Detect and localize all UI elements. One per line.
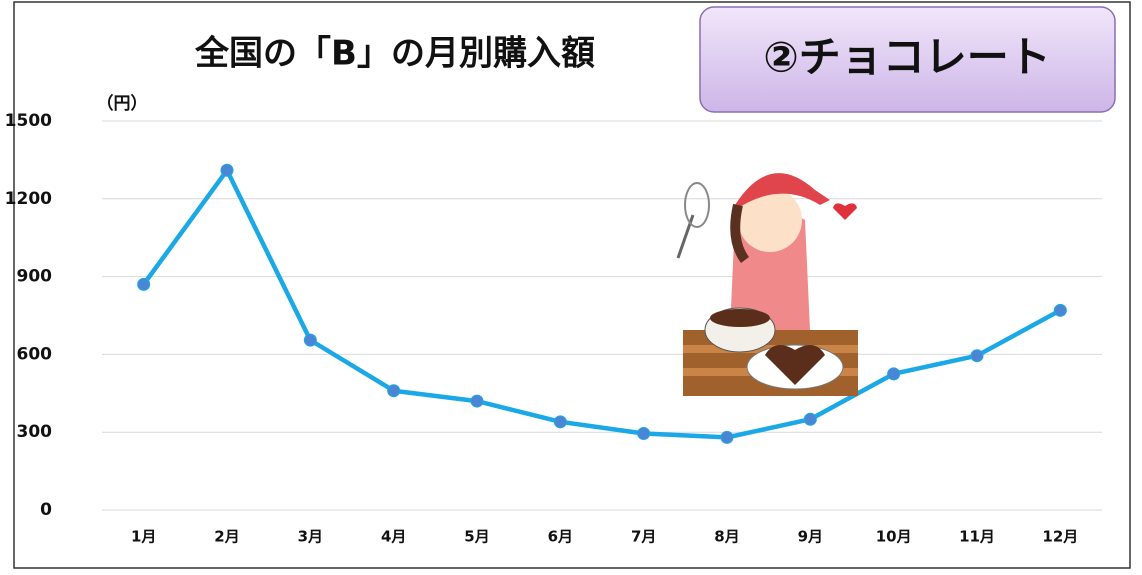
heart — [833, 203, 857, 220]
data-point — [637, 426, 651, 440]
x-tick-label: 12月 — [1042, 528, 1078, 546]
series-line — [141, 168, 1062, 440]
y-tick-label: 600 — [17, 344, 53, 364]
y-tick-label: 1500 — [5, 111, 52, 131]
y-tick-label: 1200 — [5, 189, 52, 209]
x-tick-label: 5月 — [464, 528, 489, 546]
x-tick-label: 3月 — [298, 528, 323, 546]
data-point — [803, 412, 817, 426]
x-tick-label: 11月 — [959, 528, 995, 546]
x-tick-label: 8月 — [714, 528, 739, 546]
heart-chocolate — [765, 345, 825, 385]
data-point — [1053, 303, 1067, 317]
y-axis-label: （円） — [97, 93, 148, 114]
x-tick-label: 6月 — [548, 528, 573, 546]
x-tick-label: 7月 — [631, 528, 656, 546]
plot: 0 300 600 900 1200 1500 1月 2月 3月 4月 5月 6月 7月 8月 9月 10月 1… — [5, 111, 1102, 546]
chart-title: 全国の「B」の月別購入額 — [194, 34, 595, 74]
y-tick-label: 0 — [40, 500, 52, 520]
data-point — [720, 430, 734, 444]
data-point — [553, 415, 567, 429]
data-point — [387, 384, 401, 398]
x-tick-label: 4月 — [381, 528, 406, 546]
x-tick-label: 1月 — [131, 528, 156, 546]
data-point — [470, 394, 484, 408]
data-point — [220, 163, 234, 177]
y-tick-label: 900 — [17, 267, 53, 287]
cap — [735, 173, 830, 210]
x-tick-label: 9月 — [798, 528, 823, 546]
x-tick-label: 10月 — [876, 528, 912, 546]
data-point — [970, 349, 984, 363]
whisk-head — [684, 182, 710, 228]
badge — [699, 6, 1116, 113]
data-point — [303, 333, 317, 347]
y-tick-label: 300 — [17, 422, 53, 442]
bowl-chocolate — [710, 309, 770, 327]
x-tick-label: 2月 — [214, 528, 239, 546]
hair — [730, 203, 750, 263]
data-point — [887, 367, 901, 381]
badge-text: ②チョコレート — [763, 33, 1051, 82]
face — [738, 188, 802, 252]
data-point — [137, 277, 151, 291]
illustration — [676, 173, 858, 396]
